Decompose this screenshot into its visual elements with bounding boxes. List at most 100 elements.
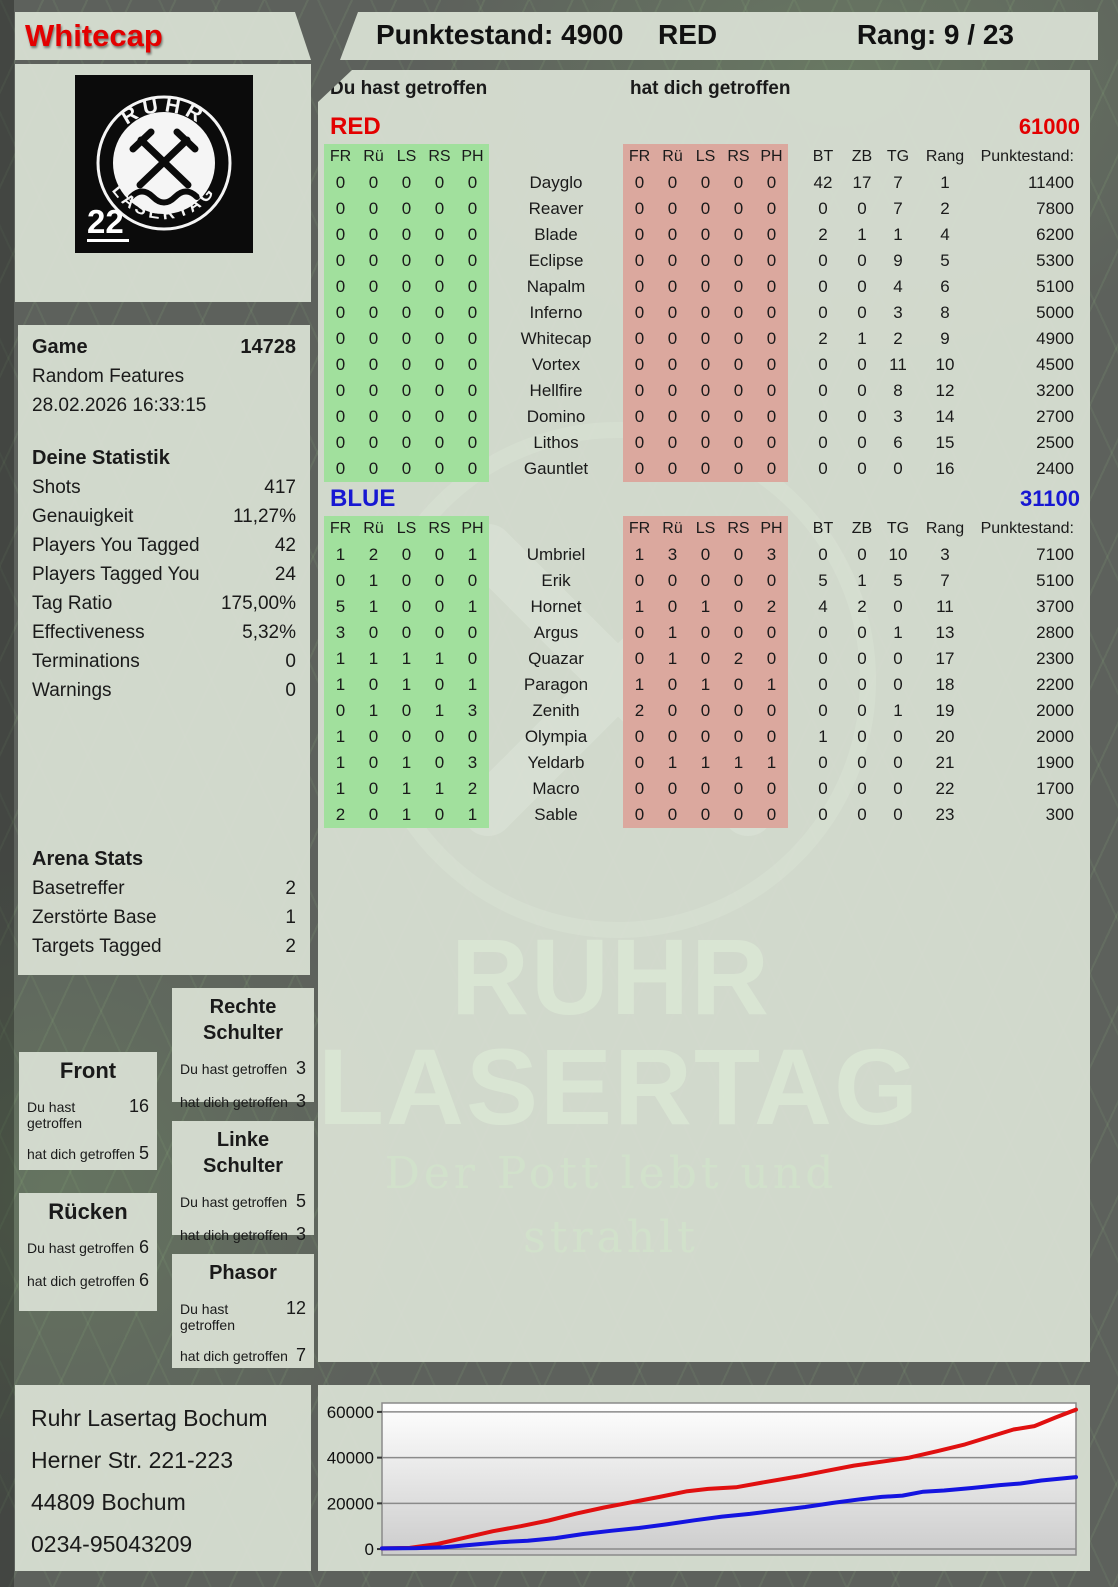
player-name: Whitecap (520, 329, 592, 348)
table-cell: 5 (818, 571, 828, 590)
stat-value: 0 (285, 680, 296, 701)
table-cell: 0 (722, 404, 755, 430)
stats-title: Deine Statistik (32, 444, 296, 473)
table-cell (788, 326, 802, 352)
table-cell: 0 (818, 251, 828, 270)
table-cell: 0 (755, 378, 788, 404)
table-cell: 0 (623, 750, 656, 776)
table-cell: 0 (689, 724, 722, 750)
table-cell: 0 (423, 542, 456, 568)
table-cell: 0 (623, 300, 656, 326)
table-cell: 0 (456, 326, 489, 352)
hitbox-you-value: 6 (138, 1237, 149, 1257)
table-cell: 22 (935, 779, 955, 798)
table-cell: 4 (893, 277, 903, 296)
table-cell: 0 (357, 248, 390, 274)
team-name: BLUE (330, 485, 396, 512)
table-cell: 0 (656, 430, 689, 456)
header-player-box: Whitecap (15, 12, 311, 60)
table-cell: TG (886, 520, 910, 537)
table-cell: 3 (456, 750, 489, 776)
table-cell: 0 (755, 274, 788, 300)
stat-label: Zerstörte Base (32, 907, 157, 928)
table-cell: 2000 (1036, 727, 1074, 746)
table-cell: 1 (390, 776, 423, 802)
hitbox-you-label: Du hast getroffen (27, 1240, 135, 1256)
columns-header: Du hast getroffen hat dich getroffen (318, 70, 1090, 110)
table-cell: 0 (390, 404, 423, 430)
stat-value: 2 (285, 936, 296, 957)
table-cell: 16 (935, 459, 955, 478)
table-cell: 0 (656, 170, 689, 196)
table-cell: LS (689, 144, 722, 170)
table-cell: 0 (357, 352, 390, 378)
stat-label: Terminations (32, 651, 140, 672)
table-cell: 0 (689, 620, 722, 646)
hitbox-you-value: 12 (285, 1298, 306, 1318)
address-line: Ruhr Lasertag Bochum (31, 1405, 268, 1431)
table-cell: 0 (893, 597, 903, 616)
player-name: Whitecap (25, 18, 163, 53)
table-cell: 11 (889, 355, 907, 374)
table-cell: 1 (755, 672, 788, 698)
table-cell: 0 (689, 170, 722, 196)
stat-row: Players Tagged You 24 (32, 560, 296, 589)
score-line-blue (380, 1475, 1078, 1551)
table-cell: 0 (656, 456, 689, 482)
stat-value: 2 (285, 878, 296, 899)
stat-label: Tag Ratio (32, 593, 113, 614)
table-cell: 0 (722, 542, 755, 568)
table-cell: 0 (656, 568, 689, 594)
table-cell (788, 170, 802, 196)
table-cell: 5100 (1036, 277, 1074, 296)
table-cell (788, 274, 802, 300)
stat-value: 24 (274, 564, 296, 585)
table-cell: 0 (390, 568, 423, 594)
table-cell: 0 (623, 568, 656, 594)
hitbox-them-label: hat dich getroffen (27, 1146, 135, 1162)
hitbox-title: Linke Schulter (202, 1129, 284, 1177)
player-name: Hornet (530, 597, 582, 616)
table-cell: 0 (818, 545, 828, 564)
table-cell: 8 (940, 303, 950, 322)
table-cell: 1 (423, 776, 456, 802)
player-name: Napalm (526, 277, 586, 296)
stat-label: Targets Tagged (32, 936, 162, 957)
table-cell: 0 (456, 724, 489, 750)
stat-row: Basetreffer 2 (32, 874, 296, 903)
table-cell: 0 (423, 594, 456, 620)
table-cell: 0 (722, 274, 755, 300)
table-cell: 1 (722, 750, 755, 776)
hitbox-title: Phasor (209, 1262, 277, 1284)
table-cell: 0 (722, 378, 755, 404)
table-cell (788, 144, 802, 170)
table-cell: 0 (689, 568, 722, 594)
table-cell: 1 (456, 594, 489, 620)
logo-badge: 22 (87, 203, 124, 240)
table-cell: 0 (722, 170, 755, 196)
ruhr-lasertag-logo: RUHR LASERTAG 22 (75, 75, 253, 253)
table-cell: PH (456, 516, 489, 542)
table-cell: 1 (857, 329, 867, 348)
table-cell: 0 (390, 430, 423, 456)
team-label-row: RED 61000 (318, 110, 1090, 144)
game-datetime: 28.02.2026 16:33:15 (32, 391, 296, 420)
table-cell: 0 (456, 456, 489, 482)
hitbox-you-label: Du hast getroffen (180, 1194, 288, 1210)
hitbox-you-label: Du hast getroffen (180, 1301, 236, 1333)
table-cell: 0 (623, 404, 656, 430)
stat-value: 5,32% (242, 622, 296, 643)
hitbox-you-label: Du hast getroffen (27, 1099, 83, 1131)
table-cell: 0 (857, 753, 867, 772)
table-cell: 2 (818, 329, 828, 348)
table-cell: FR (623, 144, 656, 170)
table-cell: 0 (818, 623, 828, 642)
table-cell: 2500 (1036, 433, 1074, 452)
table-cell: 0 (689, 352, 722, 378)
table-cell: 0 (722, 248, 755, 274)
table-cell: 1900 (1036, 753, 1074, 772)
table-cell: 0 (857, 459, 867, 478)
table-cell: 8 (893, 381, 903, 400)
table-cell: 0 (755, 196, 788, 222)
table-cell: TG (886, 148, 910, 165)
